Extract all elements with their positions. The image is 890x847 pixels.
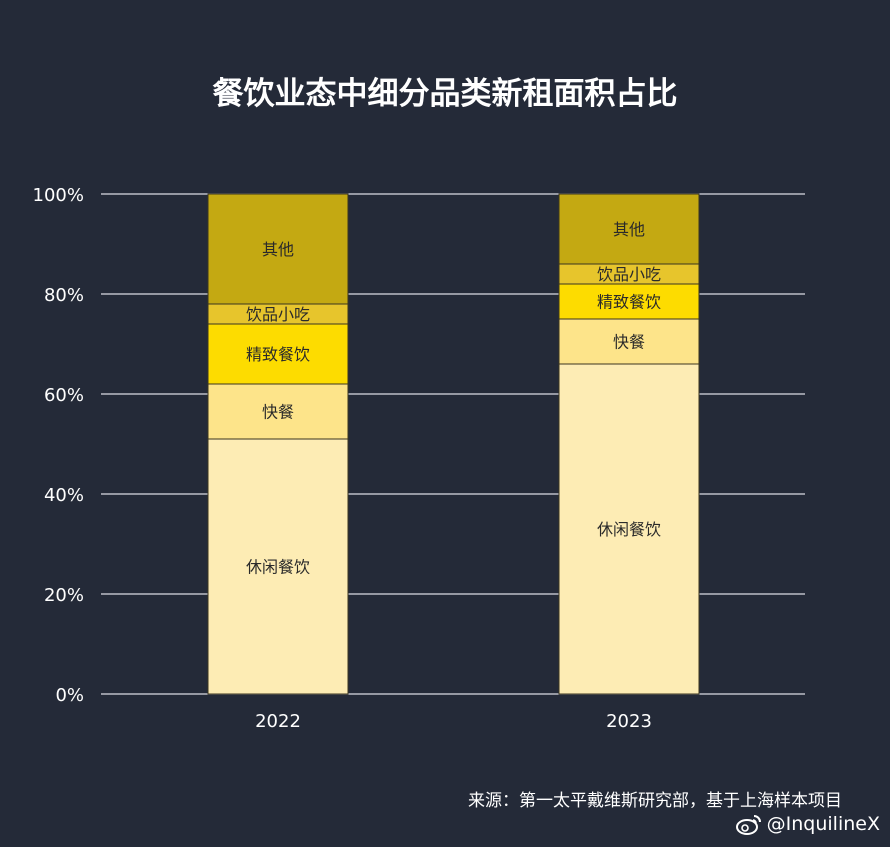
bar-segment xyxy=(558,318,700,365)
segment-label: 休闲餐饮 xyxy=(597,520,661,539)
bar-segment xyxy=(207,193,349,305)
bar-segment xyxy=(558,283,700,320)
bar-segment xyxy=(207,438,349,695)
weibo-icon xyxy=(735,815,761,835)
y-tick-label: 0% xyxy=(55,685,84,706)
x-tick-label: 2023 xyxy=(606,711,652,732)
segment-label: 其他 xyxy=(613,220,645,239)
chart-title: 餐饮业态中细分品类新租面积占比 xyxy=(212,76,678,112)
watermark: @InquilineX xyxy=(735,812,880,836)
y-tick-label: 40% xyxy=(44,485,84,506)
watermark-handle: @InquilineX xyxy=(766,813,880,835)
bar-segment xyxy=(558,193,700,265)
y-tick-label: 20% xyxy=(44,585,84,606)
segment-label: 精致餐饮 xyxy=(246,345,310,364)
segment-label: 饮品小吃 xyxy=(597,265,661,284)
segment-label: 快餐 xyxy=(613,333,645,352)
y-tick-label: 100% xyxy=(33,185,84,206)
y-tick-label: 80% xyxy=(44,285,84,306)
segment-label: 饮品小吃 xyxy=(246,305,310,324)
y-tick-label: 60% xyxy=(44,385,84,406)
bar-segment xyxy=(207,323,349,385)
segment-label: 休闲餐饮 xyxy=(246,558,310,577)
source-note: 来源：第一太平戴维斯研究部，基于上海样本项目 xyxy=(468,791,842,811)
segment-label: 精致餐饮 xyxy=(597,293,661,312)
bar-segment xyxy=(558,363,700,695)
x-tick-label: 2022 xyxy=(255,711,301,732)
segment-label: 快餐 xyxy=(262,403,294,422)
bar-segment xyxy=(207,383,349,440)
segment-label: 其他 xyxy=(262,240,294,259)
